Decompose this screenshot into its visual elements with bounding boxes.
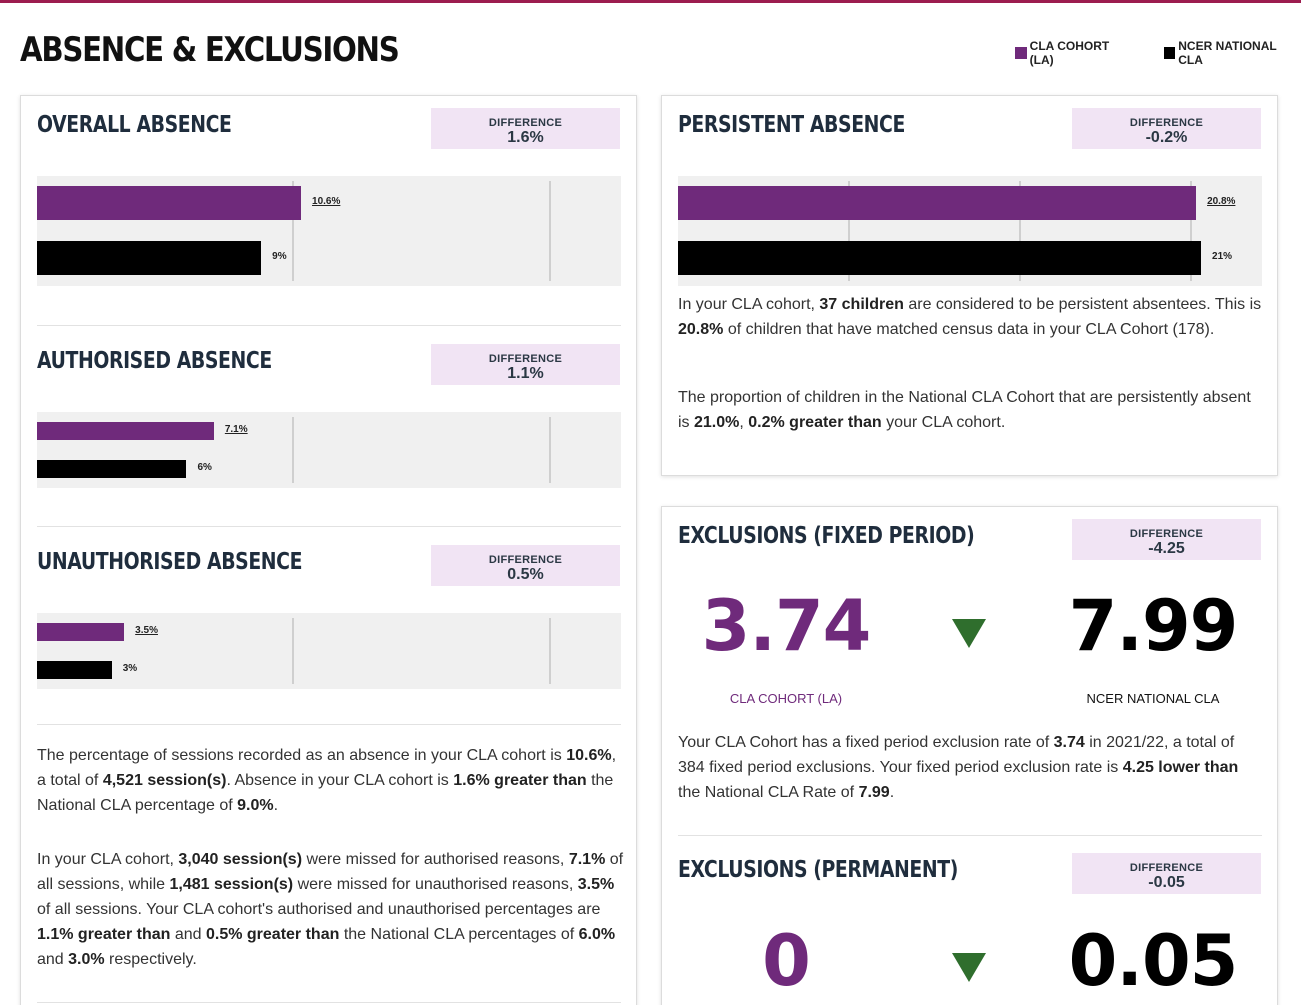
persistent-national-bar [678, 241, 1202, 275]
section-divider [37, 526, 621, 527]
section-divider [37, 325, 621, 326]
persistent-difference-value: -0.2% [1145, 129, 1188, 146]
persistent-summary-paragraph: In your CLA cohort, 37 children are cons… [678, 296, 1262, 338]
legend-label-national: NCER NATIONAL CLA [1178, 39, 1277, 67]
authorised-difference-value: 1.1% [507, 365, 544, 382]
legend-swatch-national [1163, 47, 1176, 59]
fixed-difference-badge: DIFFERENCE -4.25 [1072, 519, 1261, 560]
persistent-cohort-bar-label: 20.8% [1207, 196, 1236, 207]
overall-national-bar-label: 9% [272, 251, 287, 262]
permanent-national-value: 0.05 [1068, 920, 1239, 1002]
section-divider [37, 724, 621, 725]
persistent-cohort-bar [678, 186, 1197, 220]
fixed-difference-value: -4.25 [1148, 540, 1185, 557]
overall-cohort-bar [37, 186, 302, 220]
persistent-difference-badge: DIFFERENCE -0.2% [1072, 108, 1261, 149]
authorised-absence-title: AUTHORISED ABSENCE [37, 348, 272, 374]
overall-absence-title: OVERALL ABSENCE [37, 112, 232, 138]
unauthorised-national-bar [37, 661, 112, 679]
authorised-difference-badge: DIFFERENCE 1.1% [431, 344, 620, 385]
permanent-difference-label: DIFFERENCE [1129, 862, 1204, 874]
top-accent-line [0, 0, 1301, 3]
unauthorised-cohort-bar-label: 3.5% [135, 625, 158, 636]
authorised-absence-chart: 7.1% 6% [37, 412, 621, 488]
absence-summary-paragraph: The percentage of sessions recorded as a… [37, 747, 617, 814]
legend-item-cohort: CLA COHORT (LA) [1015, 39, 1134, 67]
gridline [292, 618, 294, 684]
persistent-difference-label: DIFFERENCE [1129, 117, 1204, 129]
permanent-exclusions-title: EXCLUSIONS (PERMANENT) [678, 857, 958, 883]
fixed-cohort-value: 3.74 [701, 585, 872, 667]
permanent-cohort-value: 0 [762, 920, 811, 1002]
persistent-absence-title: PERSISTENT ABSENCE [678, 112, 905, 138]
permanent-difference-badge: DIFFERENCE -0.05 [1072, 853, 1261, 894]
gridline [848, 181, 850, 281]
fixed-national-value: 7.99 [1068, 585, 1239, 667]
legend-label-cohort: CLA COHORT (LA) [1029, 39, 1110, 67]
gridline [1019, 181, 1021, 281]
overall-national-bar [37, 241, 262, 275]
gridline [292, 181, 294, 281]
fixed-cohort-caption: CLA COHORT (LA) [729, 691, 843, 706]
gridline [549, 181, 551, 281]
overall-difference-value: 1.6% [507, 129, 544, 146]
legend-swatch-cohort [1015, 47, 1027, 59]
absence-card: OVERALL ABSENCE DIFFERENCE 1.6% 10.6% 9%… [20, 95, 637, 1005]
chart-legend: CLA COHORT (LA) NCER NATIONAL CLA [1015, 39, 1301, 67]
unauthorised-difference-label: DIFFERENCE [488, 554, 563, 566]
fixed-national-caption: NCER NATIONAL CLA [1086, 691, 1220, 706]
gridline [549, 417, 551, 483]
gridline [292, 417, 294, 483]
unauthorised-cohort-bar [37, 623, 125, 641]
section-divider [37, 1002, 621, 1003]
unauthorised-difference-badge: DIFFERENCE 0.5% [431, 545, 620, 586]
down-arrow-icon [952, 619, 986, 648]
fixed-exclusions-paragraph: Your CLA Cohort has a fixed period exclu… [678, 734, 1239, 801]
persistent-absence-chart: 20.8% 21% [678, 176, 1262, 286]
legend-item-national: NCER NATIONAL CLA [1163, 39, 1301, 67]
authorised-national-bar-label: 6% [197, 462, 212, 473]
section-divider [678, 835, 1262, 836]
authorised-national-bar [37, 460, 187, 478]
down-arrow-icon [952, 953, 986, 982]
unauthorised-absence-title: UNAUTHORISED ABSENCE [37, 549, 303, 575]
unauthorised-national-bar-label: 3% [122, 663, 138, 674]
overall-difference-label: DIFFERENCE [488, 117, 563, 129]
persistent-national-paragraph: The proportion of children in the Nation… [678, 389, 1251, 431]
overall-absence-chart: 10.6% 9% [37, 176, 621, 286]
authorised-cohort-bar [37, 422, 214, 440]
permanent-difference-value: -0.05 [1148, 874, 1185, 891]
authorised-cohort-bar-label: 7.1% [224, 424, 248, 435]
gridline [1190, 181, 1192, 281]
fixed-difference-label: DIFFERENCE [1129, 528, 1204, 540]
authorised-difference-label: DIFFERENCE [488, 353, 563, 365]
persistent-national-bar-label: 21% [1212, 251, 1233, 262]
unauthorised-absence-chart: 3.5% 3% [37, 613, 621, 689]
persistent-absence-card: PERSISTENT ABSENCE DIFFERENCE -0.2% 20.8… [661, 95, 1278, 476]
overall-difference-badge: DIFFERENCE 1.6% [431, 108, 620, 149]
absence-breakdown-paragraph: In your CLA cohort, 3,040 session(s) wer… [37, 851, 624, 968]
overall-cohort-bar-label: 10.6% [312, 196, 341, 207]
page-title: ABSENCE & EXCLUSIONS [20, 30, 400, 70]
gridline [549, 618, 551, 684]
unauthorised-difference-value: 0.5% [507, 566, 544, 583]
exclusions-card: EXCLUSIONS (FIXED PERIOD) DIFFERENCE -4.… [661, 506, 1278, 1005]
fixed-exclusions-title: EXCLUSIONS (FIXED PERIOD) [678, 523, 975, 549]
